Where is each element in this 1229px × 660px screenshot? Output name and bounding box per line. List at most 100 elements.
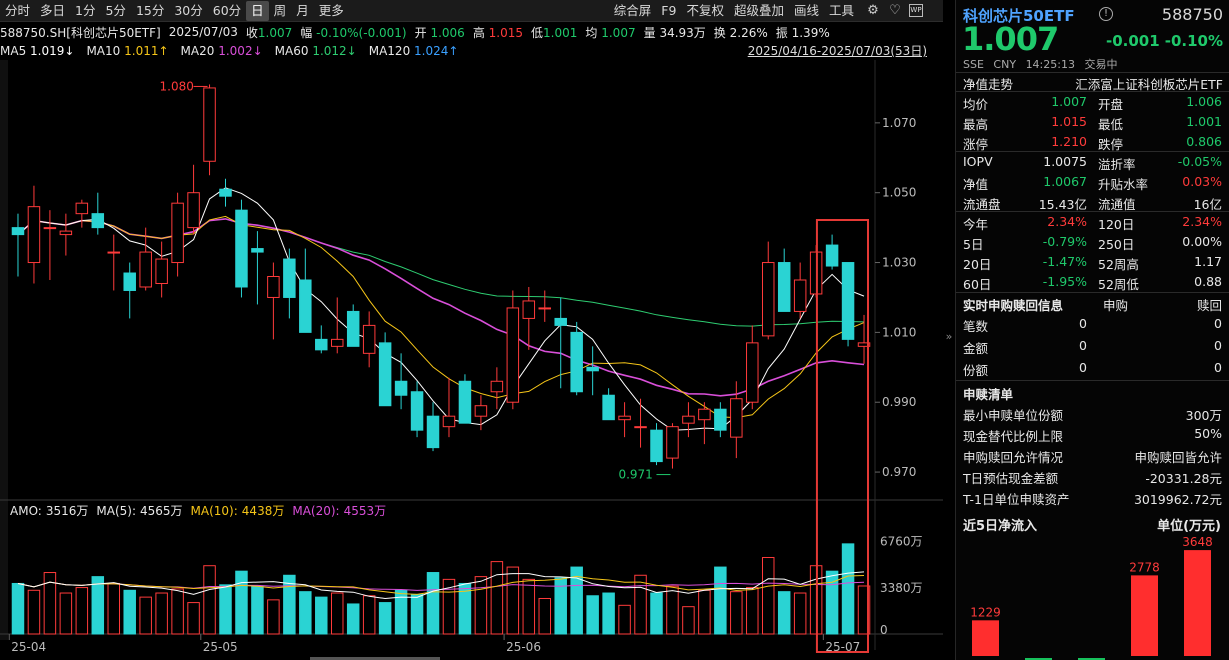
candle-body — [91, 213, 105, 229]
kline-chart-area[interactable]: 1.070 1.050 1.030 1.010 0.990 0.970 1.080 0.971… — [0, 60, 943, 660]
period-tab-7[interactable]: 日 — [246, 0, 269, 21]
heart-icon[interactable]: ♡ — [889, 2, 901, 18]
volume-bar — [362, 595, 376, 635]
volume-bar — [43, 572, 57, 635]
quote-label: IOPV — [963, 154, 993, 169]
candle-body — [698, 408, 711, 421]
volume-bar — [634, 574, 647, 635]
quote-label: 跌停 — [1098, 137, 1124, 152]
period-tab-3[interactable]: 5分 — [105, 2, 126, 18]
quote-label: 最高 — [963, 117, 989, 132]
candle-body — [602, 394, 615, 421]
quote-value: 1.006 — [1186, 94, 1222, 109]
candle-body — [139, 251, 152, 288]
candle-body — [203, 87, 216, 162]
period-tab-10[interactable]: 更多 — [318, 2, 344, 18]
volume-bar — [777, 591, 791, 635]
quote-row: 5日 -0.79% 250日 0.00% — [956, 232, 1229, 252]
avg-info: 均 1.007 — [585, 25, 636, 40]
volume-bar — [650, 592, 663, 635]
volume-bar — [123, 589, 136, 635]
volume-bar — [442, 578, 456, 635]
ma20-line — [17, 218, 865, 397]
kline-chart[interactable]: 1.070 1.050 1.030 1.010 0.990 0.970 1.080 0.971… — [0, 60, 943, 660]
candle-body — [378, 342, 392, 407]
quote-value: 2.34% — [1047, 214, 1087, 229]
list-row: 申购赎回允许情况 申购赎回皆允许 — [956, 445, 1229, 465]
ma-legend-item: MA10 1.011↑ — [86, 44, 168, 58]
volume-bar — [570, 566, 583, 635]
ma-legend-item: MA120 1.024↑ — [369, 44, 459, 58]
period-tab-5[interactable]: 30分 — [174, 2, 203, 18]
info-icon[interactable]: ! — [1099, 7, 1113, 21]
tool-f9[interactable]: F9 — [661, 2, 677, 18]
candle-body — [251, 248, 264, 253]
quote-label: 涨停 — [963, 137, 989, 152]
quote-value: 0.03% — [1182, 174, 1222, 189]
highlight-box — [815, 219, 870, 653]
period-tab-8[interactable]: 周 — [273, 2, 287, 18]
candle-body — [43, 227, 57, 230]
subscribe-title: 实时申购赎回信息 — [963, 298, 1064, 313]
tool-tools[interactable]: 工具 — [828, 2, 854, 18]
volume-bar — [107, 582, 121, 635]
net-inflow-chart: 1229 2778 3648 — [970, 535, 1213, 660]
gear-icon[interactable]: ⚙ — [867, 2, 879, 18]
tool-overview[interactable]: 综合屏 — [613, 2, 652, 18]
collapse-panel-icon[interactable]: » — [945, 330, 953, 343]
volume-bar — [155, 592, 168, 635]
candle-body — [219, 188, 232, 197]
candle-body — [746, 342, 759, 403]
subscribe-row: 笔数 0 0 — [956, 314, 1229, 334]
inflow-value-label: 1229 — [970, 605, 1001, 619]
vol-ma5-line — [17, 571, 865, 600]
list-row: T-1日单位申赎资产 3019962.72元 — [956, 487, 1229, 507]
volume-bar — [618, 604, 631, 635]
quote-info-line: 588750.SH[科创芯片50ETF] 2025/07/03 收1.007 幅… — [0, 23, 935, 41]
volume-bar — [746, 587, 759, 635]
period-tab-2[interactable]: 1分 — [75, 2, 96, 18]
volume-bar — [538, 597, 552, 635]
quote-row: 最高 1.015 最低 1.001 — [956, 112, 1229, 132]
quote-label: 最低 — [1098, 117, 1124, 132]
date-range[interactable]: 2025/04/16-2025/07/03(53日) — [747, 44, 927, 58]
period-tab-4[interactable]: 15分 — [135, 2, 165, 18]
volume-bar — [235, 570, 248, 635]
list-row: 最小申赎单位份额 300万 — [956, 403, 1229, 423]
period-tab-1[interactable]: 多日 — [40, 2, 66, 18]
nav-trend-link[interactable]: 净值走势 — [963, 77, 1014, 92]
period-tab-6[interactable]: 60分 — [212, 2, 242, 18]
list-value: 申购赎回皆允许 — [1134, 450, 1222, 465]
candle-body — [267, 276, 280, 298]
quote-value: -0.05% — [1177, 154, 1222, 169]
volume-bar — [841, 543, 855, 635]
tool-draw-line[interactable]: 画线 — [793, 2, 819, 18]
candle-body — [618, 415, 631, 421]
tool-no-adjust[interactable]: 不复权 — [686, 2, 724, 18]
volume-bar — [586, 595, 599, 635]
tool-overlay[interactable]: 超级叠加 — [733, 2, 784, 18]
quote-label: 净值 — [963, 177, 989, 192]
volume-bar — [714, 566, 727, 635]
chart-scrollbar[interactable] — [310, 657, 440, 660]
period-tab-0[interactable]: 分时 — [5, 2, 31, 18]
volume-bar — [793, 592, 807, 635]
x-tick-label: 25-05 — [203, 640, 238, 654]
inflow-bar — [1078, 658, 1105, 660]
ma-label: MA60 — [274, 44, 309, 58]
list-value: 50% — [1194, 426, 1222, 441]
date-label: 2025/07/03 — [168, 25, 238, 39]
quote-value: 1.210 — [1051, 134, 1087, 149]
candle-body — [730, 398, 743, 438]
vol-tick-label: 0 — [880, 623, 888, 637]
volume-bar — [394, 589, 408, 635]
period-tab-9[interactable]: 月 — [296, 2, 309, 18]
amo-legend-part: 3516万 — [46, 504, 89, 518]
wp-badge-icon[interactable]: WP — [909, 4, 923, 17]
nav-trend-row[interactable]: 净值走势 汇添富上证科创板芯片ETF — [956, 72, 1229, 92]
exchange-label: SSE — [963, 58, 984, 71]
x-tick-label: 25-04 — [11, 640, 46, 654]
quote-label: 5日 — [963, 237, 984, 252]
period-toolbar: 分时 多日 1分 5分 15分 30分 60分日周月更多 综合屏 F9 不复权 超级叠加 画… — [0, 0, 943, 22]
amo-legend: AMO: 3516万 MA(5): 4565万 MA(10): 4438万 MA(20): 4… — [10, 504, 386, 518]
